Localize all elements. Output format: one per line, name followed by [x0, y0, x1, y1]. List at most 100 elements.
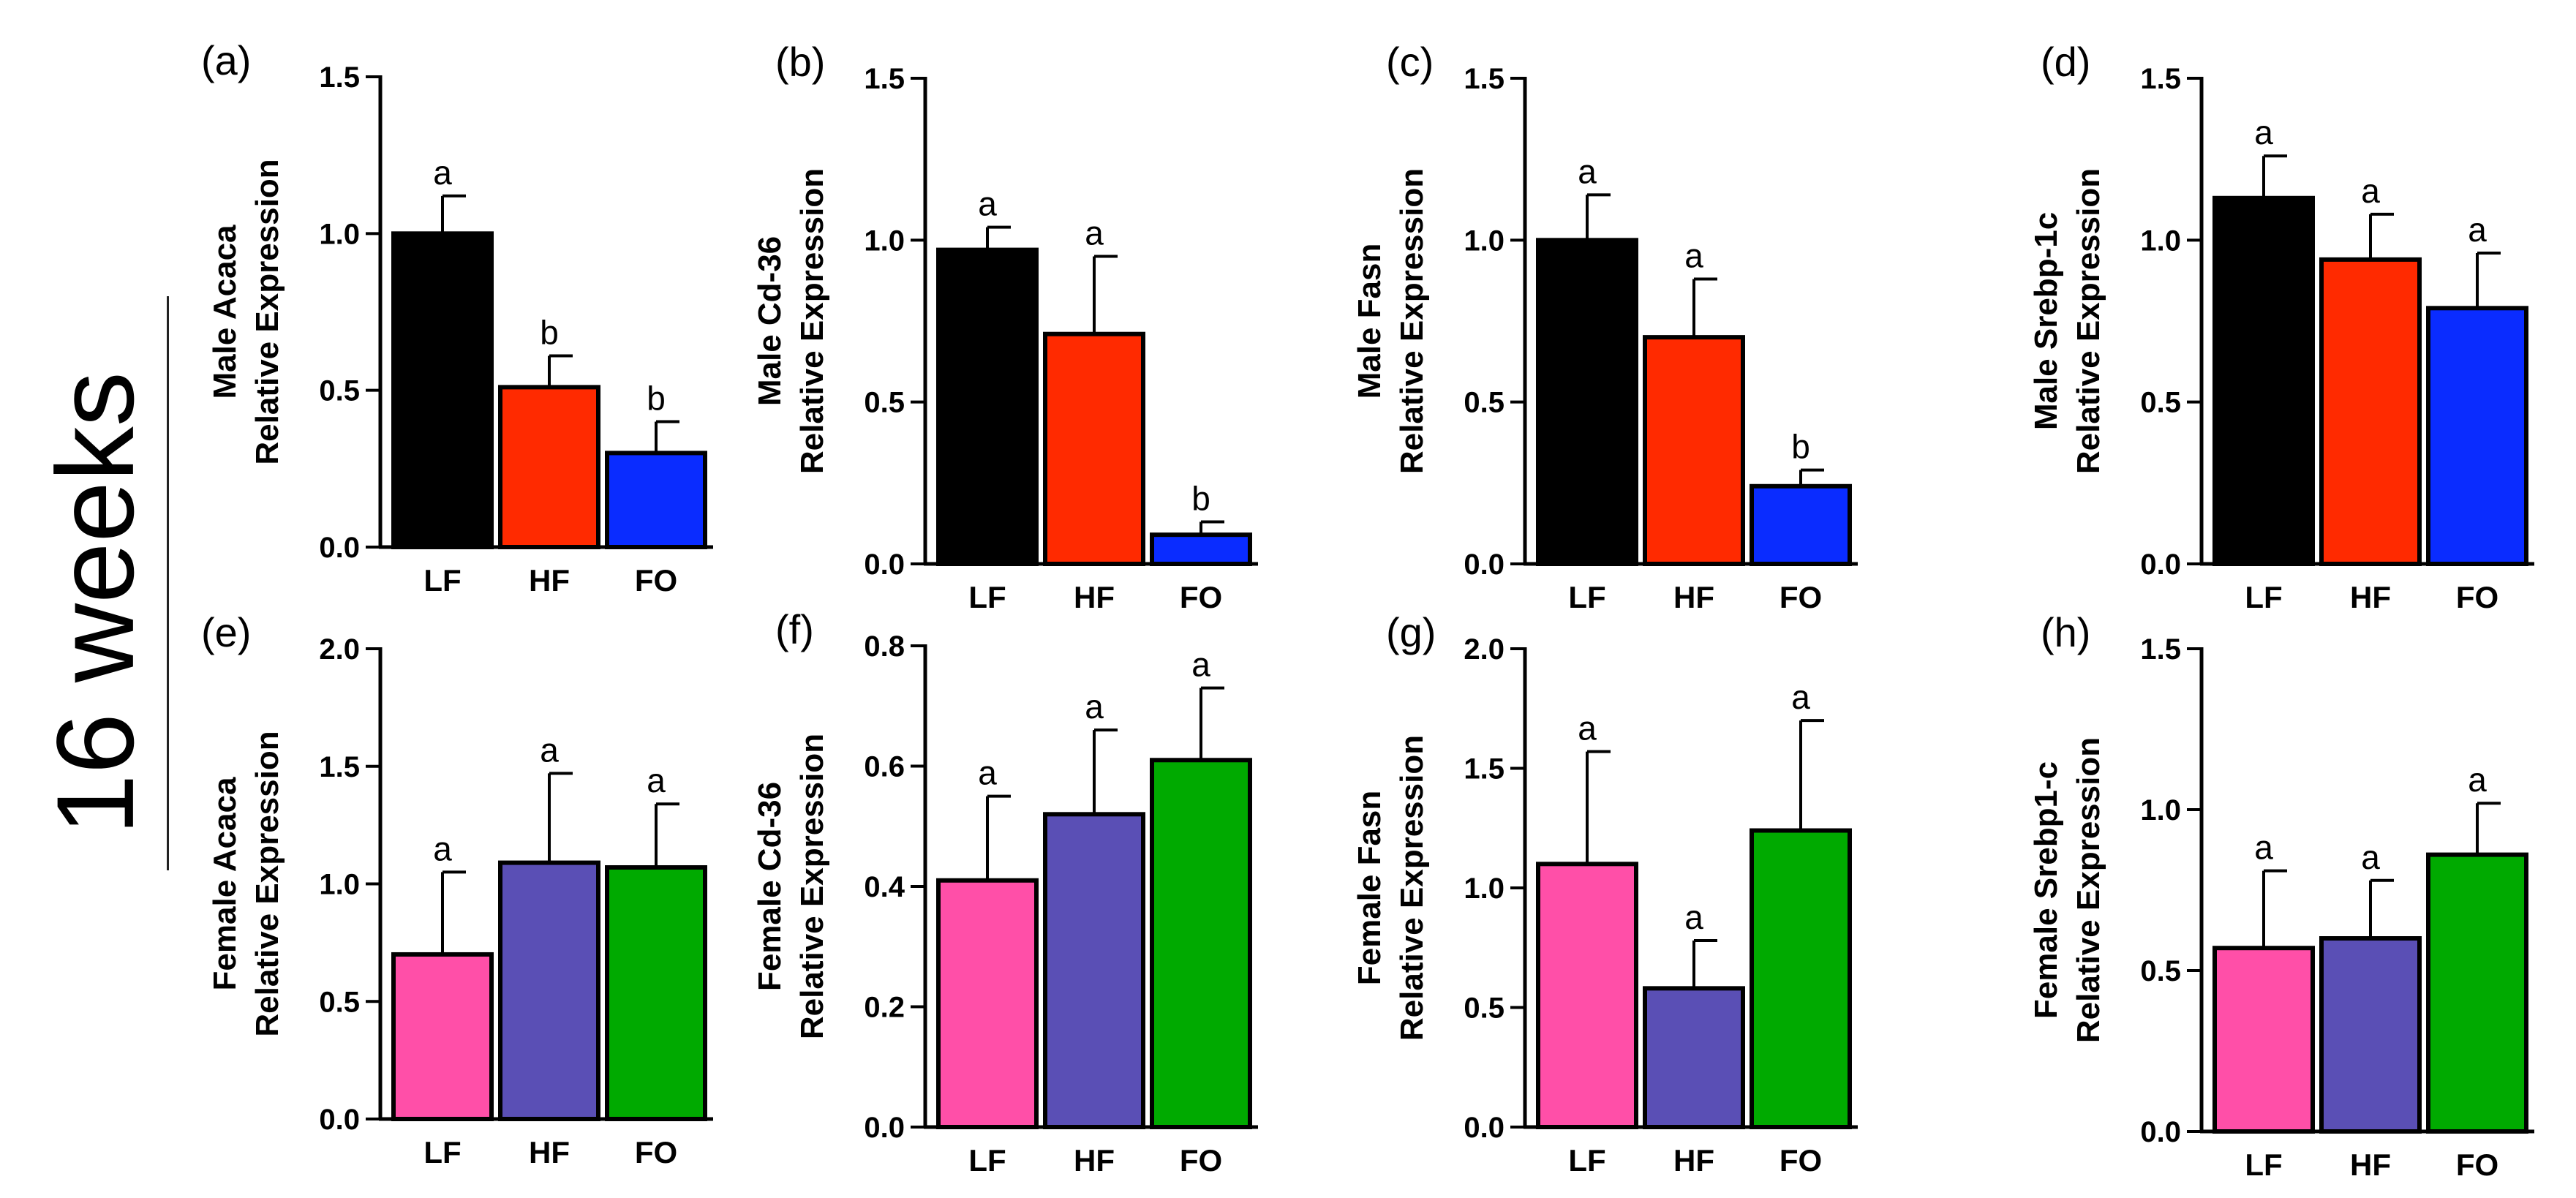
y-tick-label: 1.5	[864, 63, 905, 95]
y-axis-title: Relative Expression	[1394, 168, 1430, 474]
y-tick-label: 0.0	[2140, 1116, 2181, 1148]
y-tick-label: 0.0	[319, 1104, 360, 1136]
bar	[2212, 195, 2315, 566]
x-tick-label: HF	[1074, 580, 1115, 614]
x-tick-label: FO	[1780, 580, 1822, 614]
x-tick-label: FO	[635, 1135, 677, 1169]
bar	[391, 231, 494, 549]
y-tick-label: 1.5	[319, 61, 360, 94]
significance-letter: a	[540, 731, 559, 769]
y-tick-label: 0.0	[1464, 549, 1504, 581]
chart-panel: (a) Male Acaca Relative Expression 0.0 0.5 1.…	[201, 37, 713, 598]
x-tick-label: HF	[2350, 580, 2391, 614]
y-axis-title: Relative Expression	[2071, 168, 2106, 474]
y-axis-title: Female Cd-36	[752, 782, 788, 991]
bar	[391, 952, 494, 1121]
x-tick-label: LF	[2245, 580, 2282, 614]
significance-letter: a	[2468, 761, 2487, 799]
y-tick-label: 1.5	[319, 751, 360, 783]
x-tick-label: LF	[1568, 1143, 1605, 1178]
x-tick-label: LF	[968, 1143, 1006, 1178]
x-tick-label: FO	[2456, 1148, 2498, 1182]
chart-panel: (b) Male Cd-36 Relative Expression 0.0 0.5 1.…	[752, 39, 1258, 614]
y-axis-title: Relative Expression	[249, 159, 285, 464]
significance-letter: a	[2254, 829, 2273, 867]
bar	[605, 864, 707, 1121]
bar	[1043, 812, 1145, 1130]
y-axis-title: Relative Expression	[794, 734, 830, 1039]
significance-letter: a	[1684, 236, 1703, 274]
significance-letter: a	[1791, 678, 1810, 716]
y-tick-label: 0.4	[864, 871, 905, 903]
significance-letter: a	[1191, 646, 1210, 684]
bar	[2319, 936, 2422, 1134]
y-tick-label: 2.0	[1464, 633, 1504, 666]
x-tick-label: LF	[968, 580, 1006, 614]
y-axis-title: Male Cd-36	[752, 236, 788, 406]
x-tick-label: FO	[2456, 580, 2498, 614]
y-axis-title: Female Acaca	[207, 777, 243, 990]
bar	[1150, 532, 1252, 566]
significance-letter: b	[1191, 479, 1210, 517]
y-tick-label: 0.0	[319, 532, 360, 564]
chart-panel: (d) Male Srebp-1c Relative Expression 0.0 0.…	[2028, 39, 2534, 614]
y-tick-label: 1.5	[2140, 633, 2181, 666]
bar	[936, 247, 1039, 566]
significance-letter: a	[1684, 898, 1703, 936]
significance-letter: a	[2361, 172, 2380, 210]
x-tick-label: HF	[529, 563, 570, 598]
x-tick-label: HF	[1673, 1143, 1714, 1178]
panel-label: (h)	[2041, 609, 2090, 655]
x-tick-label: HF	[529, 1135, 570, 1169]
y-tick-label: 0.5	[319, 375, 360, 407]
bar	[498, 860, 600, 1121]
x-tick-label: LF	[423, 563, 461, 598]
bar	[2426, 306, 2528, 566]
chart-panel: (e) Female Acaca Relative Expression 0.0 0.5…	[201, 609, 713, 1169]
x-tick-label: LF	[2245, 1148, 2282, 1182]
x-tick-label: LF	[423, 1135, 461, 1169]
panel-label: (d)	[2041, 39, 2090, 85]
significance-letter: a	[978, 185, 997, 223]
y-axis-title: Male Srebp-1c	[2028, 212, 2064, 430]
y-tick-label: 1.0	[319, 218, 360, 250]
x-tick-label: FO	[1180, 580, 1222, 614]
bar	[1150, 758, 1252, 1130]
bar	[936, 878, 1039, 1130]
y-tick-label: 0.5	[2140, 387, 2181, 419]
significance-letter: b	[647, 380, 666, 418]
significance-letter: a	[1578, 152, 1597, 190]
x-tick-label: FO	[1180, 1143, 1222, 1178]
significance-letter: a	[433, 829, 452, 867]
panel-label: (f)	[775, 606, 814, 652]
significance-letter: b	[540, 314, 559, 352]
bar	[498, 385, 600, 549]
x-tick-label: HF	[2350, 1148, 2391, 1182]
y-axis-title: Male Acaca	[207, 225, 243, 399]
significance-letter: a	[647, 761, 666, 799]
y-tick-label: 1.0	[864, 225, 905, 257]
y-tick-label: 0.5	[2140, 955, 2181, 987]
panel-label: (c)	[1386, 39, 1434, 85]
x-tick-label: FO	[635, 563, 677, 598]
y-tick-label: 1.5	[1464, 63, 1504, 95]
bar	[2212, 946, 2315, 1134]
bar	[2319, 257, 2422, 566]
x-tick-label: HF	[1074, 1143, 1115, 1178]
y-axis-title: Relative Expression	[2071, 737, 2106, 1043]
y-tick-label: 1.0	[1464, 873, 1504, 905]
chart-panel: (h) Female Srebp1-c Relative Expression 0.0…	[2028, 609, 2534, 1182]
significance-letter: b	[1791, 428, 1810, 466]
bar	[1536, 862, 1638, 1130]
y-tick-label: 0.5	[864, 387, 905, 419]
y-axis-title: Relative Expression	[249, 731, 285, 1036]
y-tick-label: 0.0	[864, 549, 905, 581]
chart-panel: (f) Female Cd-36 Relative Expression 0.0 0.2…	[752, 606, 1258, 1178]
y-tick-label: 0.0	[1464, 1112, 1504, 1144]
significance-letter: a	[1578, 709, 1597, 747]
y-axis-title: Relative Expression	[794, 168, 830, 474]
bar	[1643, 986, 1745, 1129]
bar	[2426, 852, 2528, 1134]
y-tick-label: 1.0	[2140, 225, 2181, 257]
